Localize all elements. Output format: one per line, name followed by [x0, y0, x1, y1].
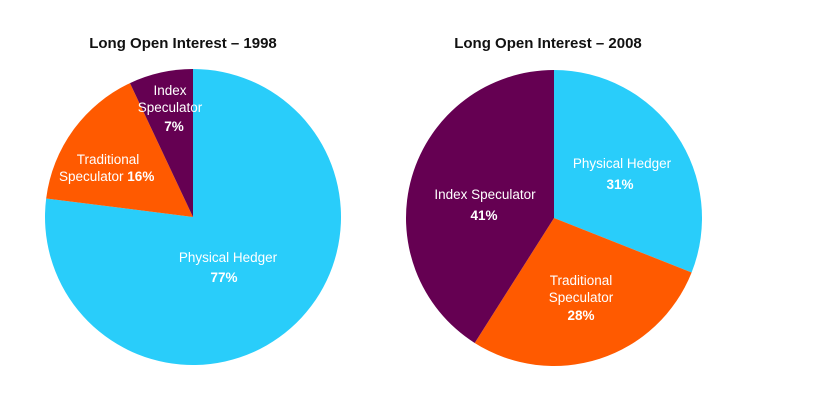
slice-name-index-speculator-2008: Index Speculator — [434, 187, 536, 202]
slice-pct-traditional-speculator-1998: 16% — [127, 169, 154, 184]
chart-title-2008: Long Open Interest – 2008 — [454, 35, 642, 52]
slice-pct-physical-hedger-2008: 31% — [606, 177, 633, 192]
slice-name-physical-hedger-1998: Physical Hedger — [179, 250, 278, 265]
slice-label-physical-hedger-2008: Physical Hedger 31% — [573, 156, 672, 192]
pie-slice-physical-hedger-1998 — [45, 69, 342, 366]
slice-label-traditional-speculator-2008: Traditional Speculator 28% — [549, 273, 614, 323]
pie-slice-index-speculator-2008 — [406, 70, 554, 343]
pie-slice-traditional-speculator-2008 — [474, 218, 692, 366]
slice-name-traditional-speculator-2008: Traditional — [550, 273, 613, 288]
slice-name-traditional-speculator-1998: Traditional — [77, 152, 140, 167]
slice-label-index-speculator-2008: Index Speculator 41% — [434, 187, 536, 223]
slice-name-traditional-speculator-2008-line2: Speculator — [549, 290, 614, 305]
pie-slices-1998 — [45, 69, 342, 366]
pie-chart-1998: Long Open Interest – 1998 Physical Hedge… — [45, 35, 342, 366]
slice-label-index-speculator-1998: Index Speculator 7% — [138, 83, 203, 134]
pie-chart-2008: Long Open Interest – 2008 Physical Hedge… — [406, 35, 703, 366]
slice-name-index-speculator-1998-line2: Speculator — [138, 100, 203, 115]
slice-pct-index-speculator-2008: 41% — [470, 208, 497, 223]
pie-slice-traditional-speculator-1998 — [46, 83, 193, 217]
slice-pct-traditional-speculator-2008: 28% — [567, 308, 594, 323]
pie-slice-index-speculator-1998 — [129, 69, 193, 217]
pie-slices-2008 — [406, 70, 703, 366]
slice-name-traditional-speculator-1998-line2: Speculator 16% — [59, 169, 154, 184]
slice-name-index-speculator-1998: Index — [153, 83, 186, 98]
slice-label-traditional-speculator-1998: Traditional Speculator 16% — [59, 152, 154, 184]
slice-pct-index-speculator-1998: 7% — [164, 119, 184, 134]
pie-slice-physical-hedger-2008 — [554, 70, 703, 273]
slice-pct-physical-hedger-1998: 77% — [210, 270, 237, 285]
slice-name-physical-hedger-2008: Physical Hedger — [573, 156, 672, 171]
chart-title-1998: Long Open Interest – 1998 — [89, 35, 277, 52]
slice-label-physical-hedger-1998: Physical Hedger 77% — [179, 250, 278, 285]
